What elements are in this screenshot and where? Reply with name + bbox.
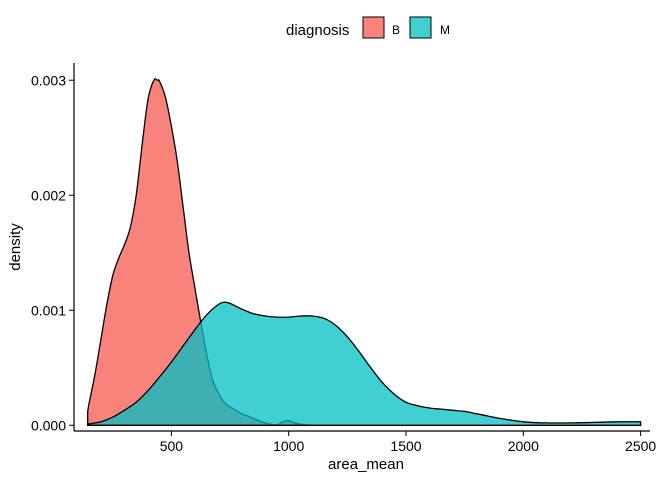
- y-tick-label: 0.001: [31, 302, 66, 318]
- y-tick-label: 0.003: [31, 72, 66, 88]
- x-axis-ticks: 500 1000 1500 2000 2500: [160, 431, 656, 454]
- legend: diagnosis B M: [286, 16, 450, 39]
- plot-area: [87, 78, 642, 426]
- legend-title: diagnosis: [286, 22, 349, 39]
- density-area-m: [87, 301, 642, 426]
- x-tick-label: 500: [160, 438, 184, 454]
- x-tick-label: 1500: [390, 438, 421, 454]
- x-axis-title: area_mean: [328, 456, 404, 473]
- y-tick-label: 0.002: [31, 187, 66, 203]
- y-axis-title: density: [7, 223, 24, 271]
- x-tick-label: 1000: [273, 438, 304, 454]
- x-tick-label: 2000: [508, 438, 539, 454]
- legend-label-m: M: [440, 23, 450, 37]
- x-tick-label: 2500: [625, 438, 656, 454]
- legend-key-b: [362, 16, 385, 39]
- y-axis-ticks: 0.000 0.001 0.002 0.003: [31, 72, 74, 433]
- legend-key-m: [409, 16, 432, 39]
- legend-label-b: B: [392, 23, 400, 37]
- y-tick-label: 0.000: [31, 417, 66, 433]
